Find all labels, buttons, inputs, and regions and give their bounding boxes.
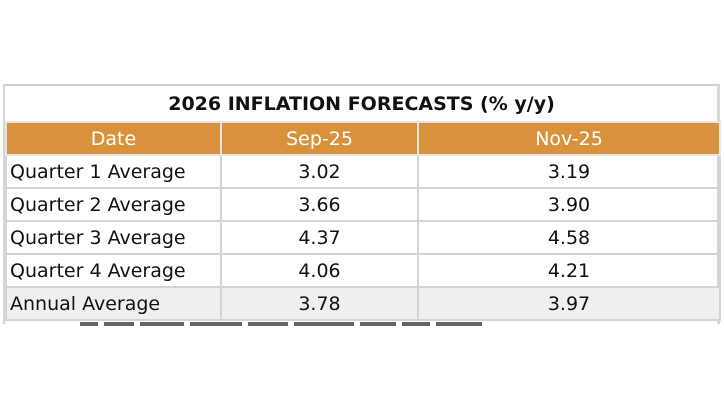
- row-nov-value: 3.97: [417, 286, 721, 321]
- cut-off-text-fragment: [80, 322, 560, 326]
- table-row: Quarter 1 Average 3.02 3.19: [5, 154, 721, 189]
- inflation-forecast-table: Date Sep-25 Nov-25 Quarter 1 Average 3.0…: [5, 121, 721, 321]
- row-nov-value: 3.90: [417, 187, 721, 222]
- header-sep-25: Sep-25: [220, 121, 419, 156]
- table-row: Quarter 3 Average 4.37 4.58: [5, 220, 721, 255]
- row-nov-value: 4.58: [417, 220, 721, 255]
- header-nov-25: Nov-25: [417, 121, 721, 156]
- row-sep-value: 3.66: [220, 187, 419, 222]
- row-sep-value: 3.02: [220, 154, 419, 189]
- table-title: 2026 INFLATION FORECASTS (% y/y): [168, 93, 555, 115]
- row-nov-value: 3.19: [417, 154, 721, 189]
- table-row-annual: Annual Average 3.78 3.97: [5, 286, 721, 321]
- row-label: Annual Average: [5, 286, 222, 321]
- header-date: Date: [5, 121, 222, 156]
- row-sep-value: 3.78: [220, 286, 419, 321]
- header-row: Date Sep-25 Nov-25: [5, 121, 721, 156]
- row-label: Quarter 1 Average: [5, 154, 222, 189]
- row-label: Quarter 2 Average: [5, 187, 222, 222]
- row-sep-value: 4.06: [220, 253, 419, 288]
- row-label: Quarter 4 Average: [5, 253, 222, 288]
- row-nov-value: 4.21: [417, 253, 721, 288]
- table-row: Quarter 4 Average 4.06 4.21: [5, 253, 721, 288]
- row-label: Quarter 3 Average: [5, 220, 222, 255]
- table-row: Quarter 2 Average 3.66 3.90: [5, 187, 721, 222]
- row-sep-value: 4.37: [220, 220, 419, 255]
